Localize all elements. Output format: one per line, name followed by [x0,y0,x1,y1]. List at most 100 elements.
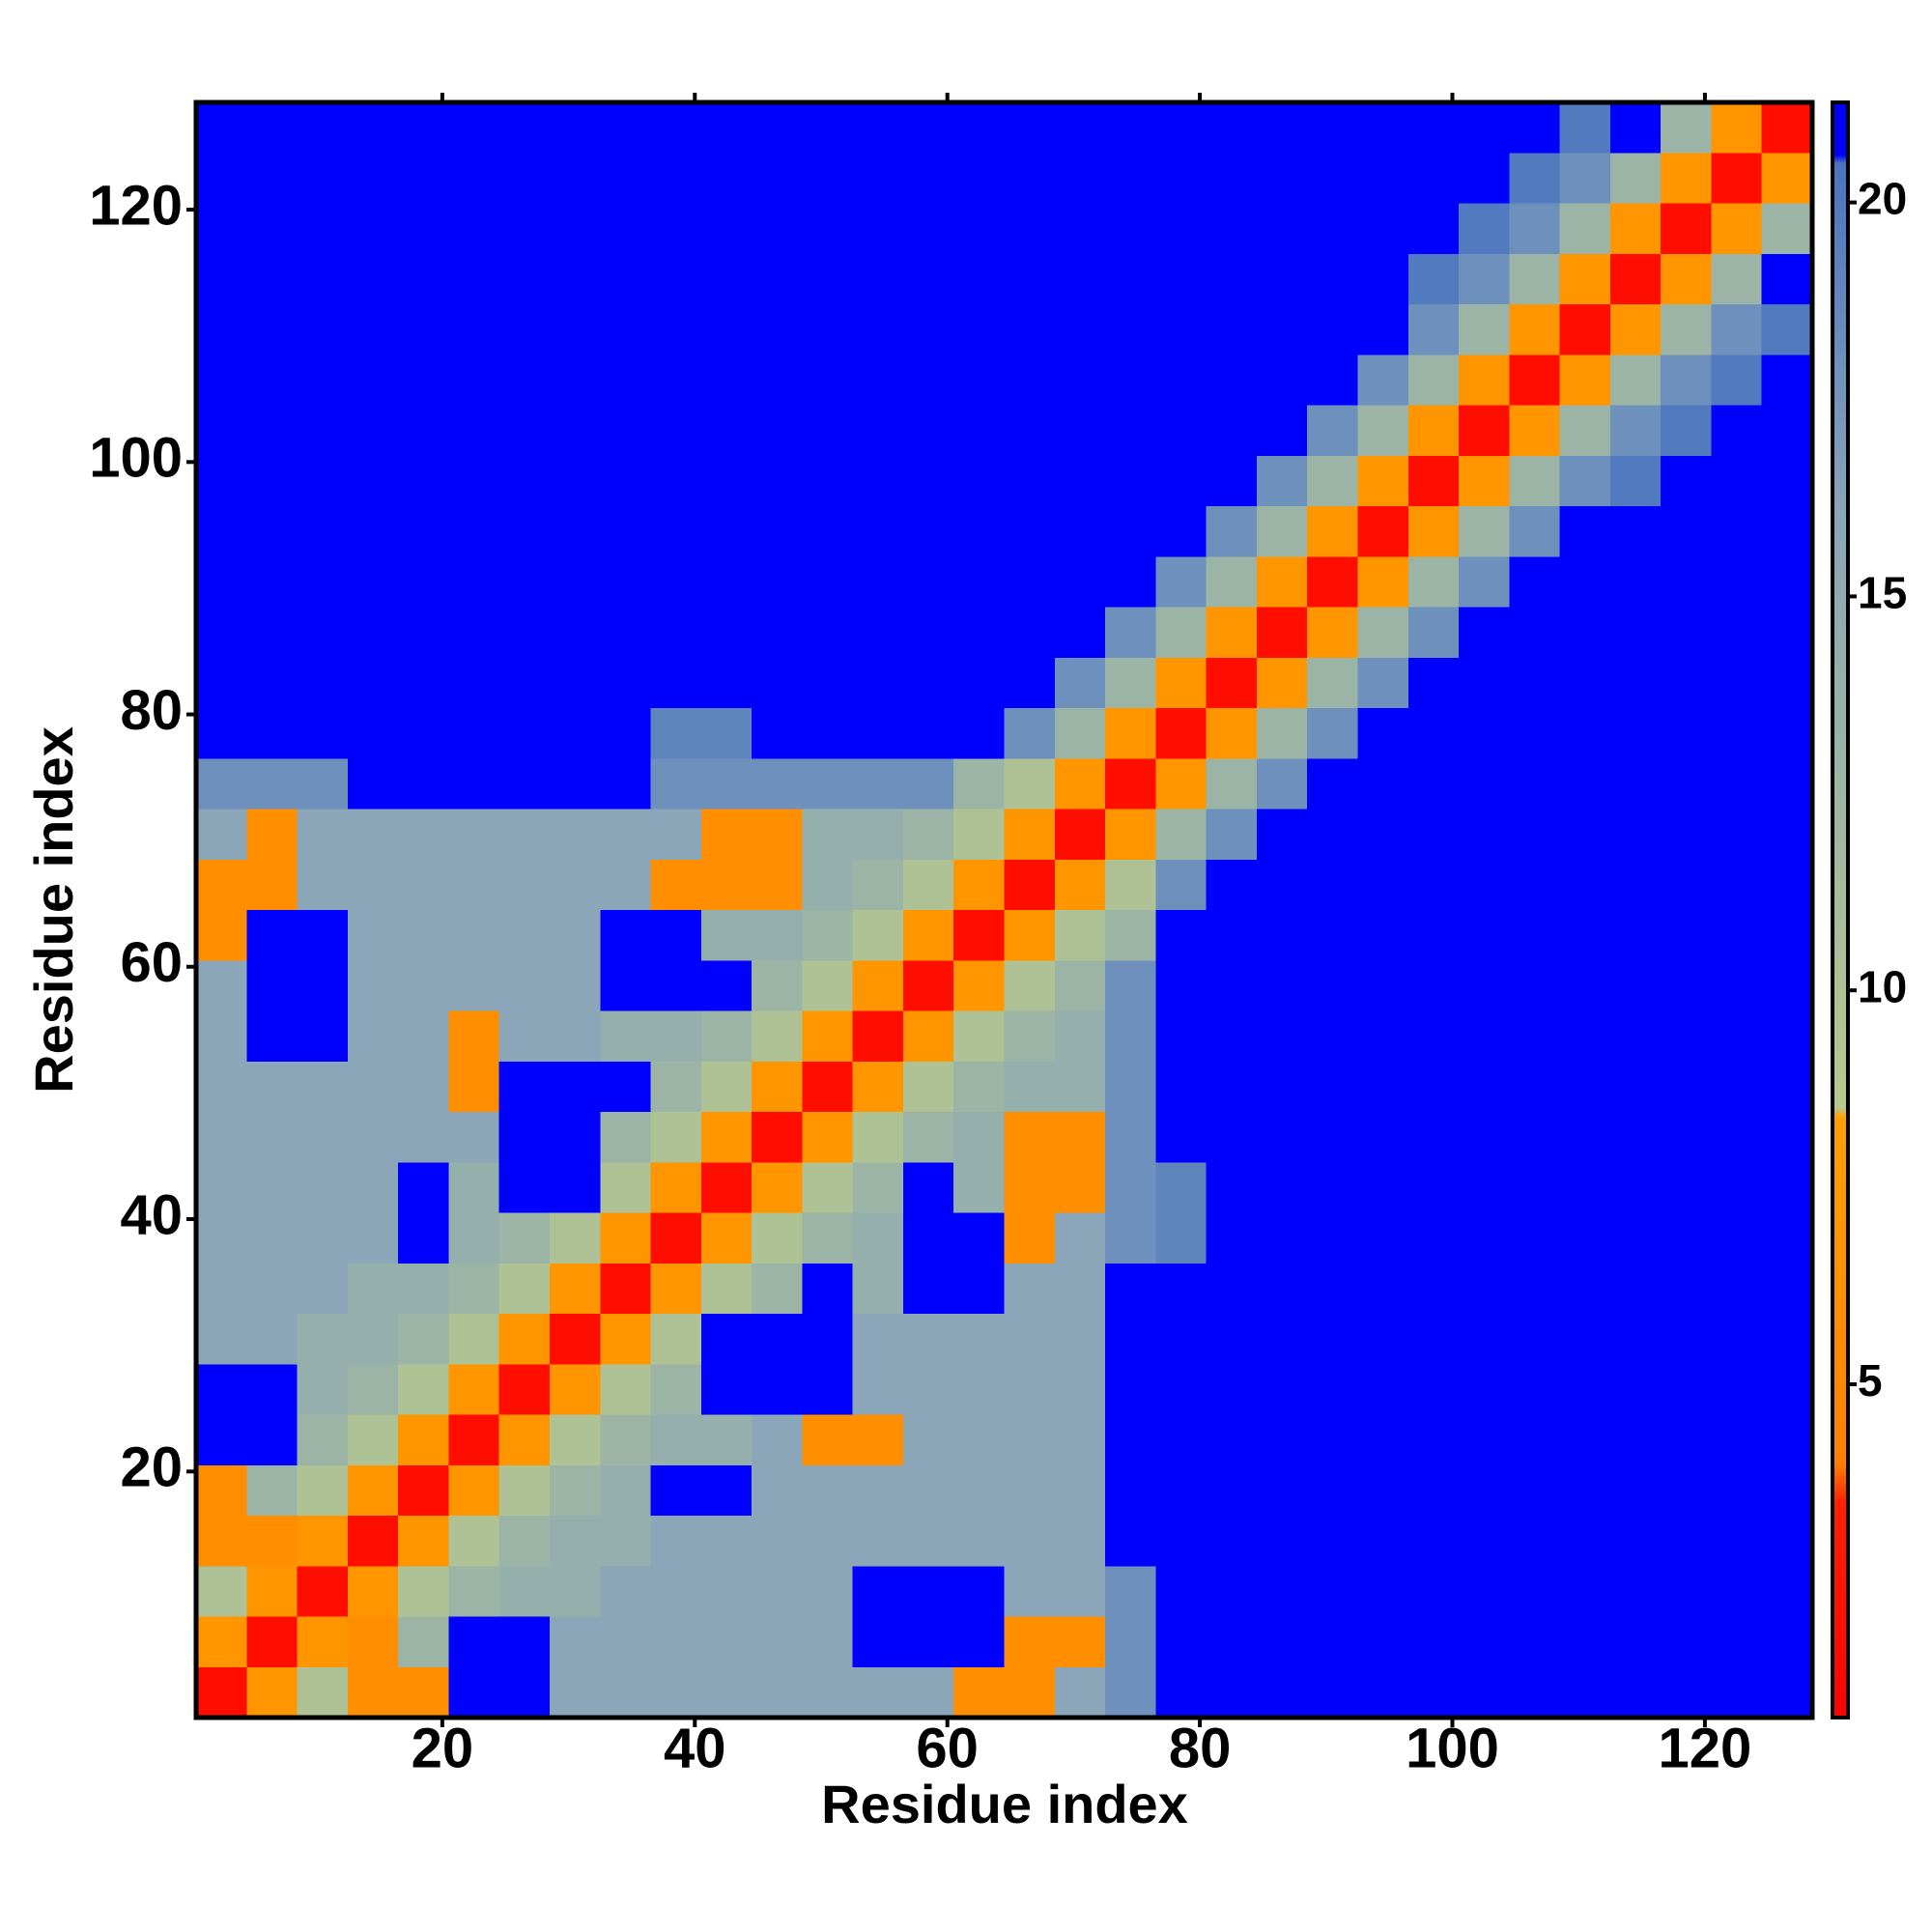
heatmap-cell [650,1464,701,1516]
heatmap-cell [852,1263,903,1314]
heatmap-cell [1711,1414,1762,1465]
heatmap-cell [398,657,449,708]
heatmap-cell [1661,1263,1712,1314]
heatmap-cell [1307,355,1358,406]
heatmap [196,102,1812,1718]
heatmap-cell [1609,1566,1662,1617]
heatmap-cell [752,455,803,506]
heatmap-cell [1407,1010,1460,1062]
heatmap-cell [752,153,803,204]
heatmap-cell [448,203,499,254]
heatmap-cell [700,1616,753,1667]
heatmap-cell [1407,304,1460,355]
heatmap-cell [600,1212,651,1264]
heatmap-cell [752,859,803,910]
heatmap-cell [448,607,499,658]
heatmap-cell [600,1112,651,1163]
heatmap-cell [1609,253,1662,304]
heatmap-cell [1307,455,1358,506]
heatmap-cell [902,253,954,304]
heatmap-cell [1509,1263,1560,1314]
heatmap-cell [802,960,853,1011]
heatmap-cell [1206,304,1257,355]
heatmap-cell [448,1263,499,1314]
heatmap-cell [1054,556,1106,608]
heatmap-cell [1509,203,1560,254]
heatmap-cell [802,607,853,658]
heatmap-cell [297,657,348,708]
heatmap-cell [1307,607,1358,658]
heatmap-cell [902,758,954,810]
heatmap-cell [196,455,247,506]
heatmap-cell [1609,1212,1662,1264]
heatmap-cell [1559,1364,1610,1415]
heatmap-cell [398,355,449,406]
heatmap-cell [902,1414,954,1465]
heatmap-cell [752,253,803,304]
heatmap-cell [953,1314,1005,1365]
heatmap-cell [1054,1516,1106,1567]
x-tick-label: 100 [1406,1717,1499,1779]
heatmap-cell [1155,203,1207,254]
heatmap-cell [398,1364,449,1415]
heatmap-cell [852,203,903,254]
heatmap-cell [1054,1061,1106,1112]
heatmap-cell [1761,253,1812,304]
heatmap-cell [953,253,1005,304]
heatmap-cell [1509,607,1560,658]
heatmap-cell [600,253,651,304]
heatmap-cell [1054,960,1106,1011]
heatmap-cell [1357,1516,1408,1567]
heatmap-cell [1509,506,1560,557]
heatmap-cell [549,405,601,456]
heatmap-cell [1307,1010,1358,1062]
heatmap-cell [1357,1112,1408,1163]
heatmap-cell [852,1112,903,1163]
heatmap-cell [549,859,601,910]
heatmap-cell [1105,809,1156,860]
heatmap-cell [1155,1666,1207,1718]
heatmap-cell [1357,910,1408,961]
heatmap-cell [1509,1566,1560,1617]
heatmap-cell [852,859,903,910]
heatmap-cell [297,708,348,759]
heatmap-cell [1761,607,1812,658]
heatmap-cell [347,657,399,708]
heatmap-cell [1105,253,1156,304]
heatmap-cell [953,1566,1005,1617]
heatmap-cell [1661,809,1712,860]
heatmap-cell [398,1516,449,1567]
heatmap-cell [1206,607,1257,658]
heatmap-cell [196,1566,247,1617]
heatmap-cell [650,758,701,810]
heatmap-cell [650,1616,701,1667]
heatmap-cell [1256,203,1308,254]
heatmap-cell [1004,153,1055,204]
heatmap-cell [1054,809,1106,860]
heatmap-cell [1407,1616,1460,1667]
heatmap-cell [1004,1616,1055,1667]
heatmap-cell [297,758,348,810]
heatmap-cell [1105,1112,1156,1163]
heatmap-cell [1459,455,1510,506]
heatmap-cell [1711,607,1762,658]
heatmap-cell [1054,1566,1106,1617]
heatmap-cell [1206,405,1257,456]
heatmap-cell [1357,253,1408,304]
heatmap-cell [1307,758,1358,810]
heatmap-cell [1711,657,1762,708]
heatmap-cell [1407,203,1460,254]
heatmap-cell [498,910,550,961]
heatmap-cell [1711,1616,1762,1667]
heatmap-cell [448,758,499,810]
heatmap-cell [398,1414,449,1465]
heatmap-cell [1711,1212,1762,1264]
heatmap-cell [1761,1414,1812,1465]
heatmap-cell [1407,1566,1460,1617]
heatmap-cell [600,960,651,1011]
heatmap-cell [600,607,651,658]
heatmap-cell [1407,809,1460,860]
heatmap-cell [752,405,803,456]
heatmap-cell [1711,708,1762,759]
heatmap-cell [1357,1364,1408,1415]
